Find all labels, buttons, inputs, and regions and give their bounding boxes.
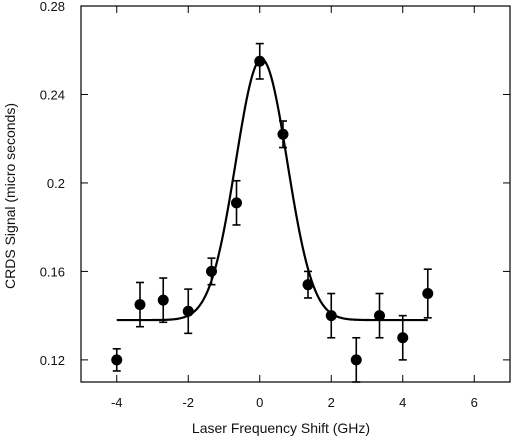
x-axis-ticks: -4 -2 0 2 4 6 (111, 6, 478, 410)
y-tick-label: 0.2 (47, 176, 65, 191)
point-marker (231, 197, 243, 209)
x-tick-label: 0 (256, 395, 263, 410)
y-tick-label: 0.24 (40, 87, 65, 102)
data-point (397, 314, 409, 361)
data-points (111, 42, 434, 383)
y-tick-label: 0.12 (40, 353, 65, 368)
gaussian-fit-line (116, 57, 428, 322)
data-point (231, 179, 243, 226)
fit-curve (116, 57, 428, 322)
plot-border (80, 5, 511, 383)
point-marker (134, 299, 146, 311)
data-point (182, 288, 194, 335)
data-point (302, 270, 314, 299)
x-tick-label: 4 (399, 395, 406, 410)
data-point (277, 120, 289, 149)
y-axis-ticks: 0.12 0.16 0.2 0.24 0.28 (40, 0, 510, 368)
x-tick-label: 2 (328, 395, 335, 410)
x-axis-title: Laser Frequency Shift (GHz) (192, 420, 370, 436)
point-marker (157, 294, 169, 306)
data-point (422, 268, 434, 319)
data-point (134, 281, 146, 328)
point-marker (277, 128, 289, 140)
data-point (205, 257, 217, 286)
data-point (374, 292, 386, 339)
point-marker (205, 265, 217, 277)
y-axis-title: CRDS Signal (micro seconds) (2, 103, 18, 289)
point-marker (182, 305, 194, 317)
x-tick-label: 6 (471, 395, 478, 410)
data-point (254, 42, 266, 80)
point-marker (374, 310, 386, 322)
y-tick-label: 0.28 (40, 0, 65, 14)
point-marker (325, 310, 337, 322)
point-marker (254, 55, 266, 67)
x-tick-label: -2 (182, 395, 194, 410)
plot-frame (80, 5, 511, 383)
point-marker (302, 279, 314, 291)
point-marker (422, 288, 434, 300)
data-point (350, 336, 362, 383)
point-marker (397, 332, 409, 344)
data-point (325, 292, 337, 339)
data-point (157, 277, 169, 324)
data-point (111, 348, 123, 372)
point-marker (350, 354, 362, 366)
y-tick-label: 0.16 (40, 264, 65, 279)
x-tick-label: -4 (111, 395, 123, 410)
point-marker (111, 354, 123, 366)
